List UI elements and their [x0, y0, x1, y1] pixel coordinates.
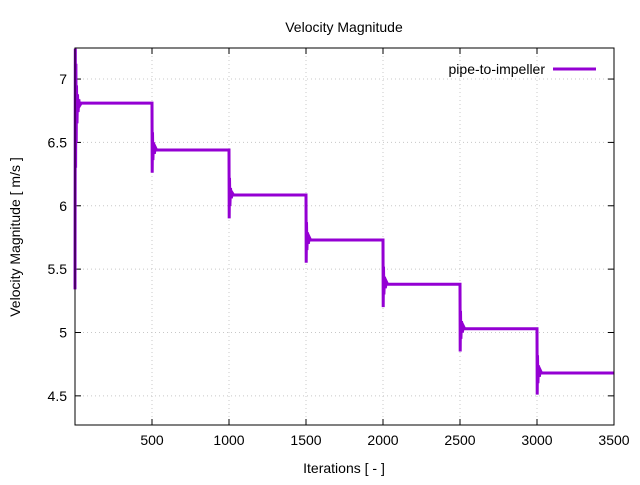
- plot-frame: [74, 47, 615, 426]
- series-line-pipe-to-impeller: [73, 48, 614, 395]
- x-tick-label: 500: [140, 432, 164, 448]
- y-tick-label: 5.5: [48, 261, 68, 277]
- y-tick-label: 7: [59, 71, 67, 87]
- y-tick-label: 4.5: [48, 388, 68, 404]
- x-tick-label: 2000: [367, 432, 398, 448]
- legend-label: pipe-to-impeller: [449, 61, 546, 77]
- y-tick-label: 5: [59, 324, 67, 340]
- x-tick-label: 1500: [290, 432, 321, 448]
- series: [73, 48, 614, 395]
- chart-title: Velocity Magnitude: [285, 19, 403, 35]
- y-tick-label: 6.5: [48, 134, 68, 150]
- x-tick-label: 2500: [444, 432, 475, 448]
- y-tick-label: 6: [59, 198, 67, 214]
- grid: [75, 48, 614, 425]
- x-tick-label: 3000: [521, 432, 552, 448]
- x-axis-label: Iterations [ - ]: [303, 460, 385, 476]
- legend: pipe-to-impeller: [449, 61, 596, 77]
- ticks: 500 1000 1500 2000 2500 3000 3500 4.5 5 5.5 6 6.5 7: [48, 48, 630, 448]
- x-tick-label: 1000: [213, 432, 244, 448]
- x-tick-label: 3500: [598, 432, 629, 448]
- y-axis-label: Velocity Magnitude [ m/s ]: [7, 157, 23, 317]
